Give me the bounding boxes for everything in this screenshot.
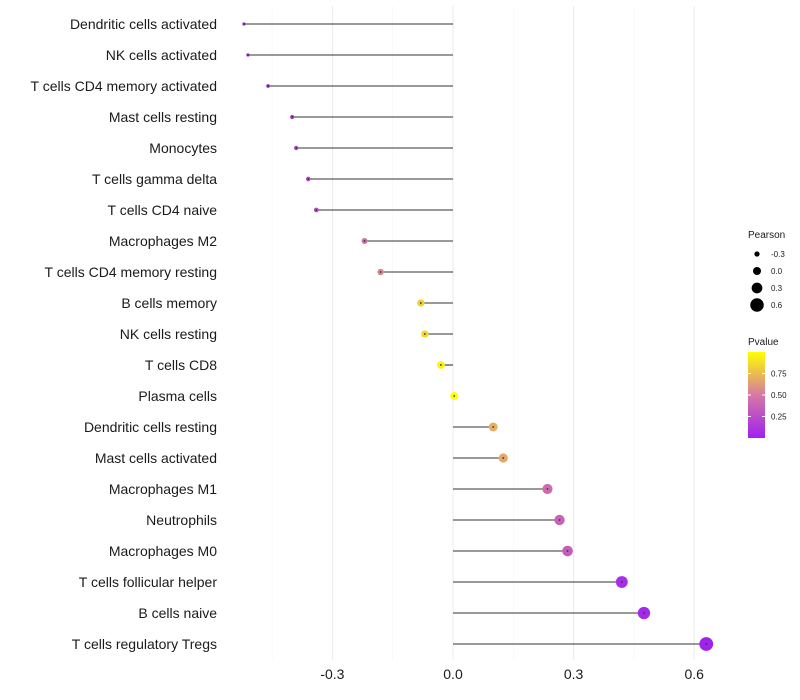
category-label: Macrophages M2 [109, 233, 217, 249]
color-legend-label: 0.75 [771, 370, 787, 379]
point-center [243, 23, 245, 25]
point-center [492, 426, 495, 428]
category-label: Monocytes [149, 140, 217, 156]
category-label: T cells follicular helper [79, 574, 218, 590]
size-legend-key [750, 298, 764, 312]
point-center [247, 54, 249, 56]
color-legend-title: Pvalue [748, 337, 779, 348]
category-label: Dendritic cells activated [70, 16, 217, 32]
x-tick-label: 0.6 [684, 666, 704, 682]
point-center [566, 550, 569, 552]
size-legend-key [753, 267, 761, 275]
category-label: Neutrophils [146, 512, 217, 528]
size-legend-label: 0.3 [771, 284, 783, 293]
point-center [620, 581, 623, 583]
x-tick-label: 0.3 [564, 666, 584, 682]
point-center [379, 271, 382, 273]
point-center [363, 240, 366, 242]
point-center [558, 519, 561, 521]
x-axis-ticks: -0.3 0.0 0.3 0.6 [320, 666, 704, 682]
point-center [705, 643, 708, 645]
size-legend-key [754, 251, 760, 257]
x-tick-label: -0.3 [320, 666, 344, 682]
size-legend-key [751, 282, 763, 294]
category-label: T cells gamma delta [92, 171, 217, 187]
point-center [546, 488, 549, 490]
size-legend-title: Pearson [748, 230, 785, 241]
point-center [419, 302, 422, 304]
category-label: Plasma cells [138, 388, 217, 404]
category-label: Macrophages M1 [109, 481, 217, 497]
category-label: NK cells resting [120, 326, 217, 342]
point-center [307, 178, 310, 180]
point-center [291, 116, 294, 118]
point-center [315, 209, 318, 211]
category-label: T cells CD4 naive [108, 202, 218, 218]
point-center [267, 85, 269, 87]
category-label: B cells naive [138, 605, 217, 621]
color-legend-bar [748, 352, 765, 438]
size-legend-label: 0.6 [771, 301, 783, 310]
color-legend-label: 0.50 [771, 391, 787, 400]
size-legend-label: -0.3 [771, 250, 785, 259]
color-legend-label: 0.25 [771, 413, 787, 422]
category-label: Macrophages M0 [109, 543, 217, 559]
category-labels: Dendritic cells activated NK cells activa… [31, 16, 218, 652]
points [242, 22, 714, 651]
point-center [295, 147, 298, 149]
point-center [502, 457, 505, 459]
category-label: Mast cells resting [109, 109, 217, 125]
point-center [453, 395, 456, 397]
category-label: Mast cells activated [95, 450, 217, 466]
category-label: T cells CD8 [145, 357, 217, 373]
size-legend: Pearson -0.3 0.0 0.3 0.6 [748, 230, 785, 312]
category-label: T cells CD4 memory resting [45, 264, 217, 280]
x-tick-label: 0.0 [443, 666, 463, 682]
color-legend: Pvalue 0.25 0.50 0.75 [748, 337, 787, 438]
grid [271, 6, 695, 660]
point-center [423, 333, 426, 335]
category-label: NK cells activated [106, 47, 217, 63]
category-label: Dendritic cells resting [84, 419, 217, 435]
category-label: T cells regulatory Tregs [72, 636, 217, 652]
point-center [643, 612, 645, 614]
category-label: T cells CD4 memory activated [31, 78, 217, 94]
category-label: B cells memory [121, 295, 217, 311]
stems [243, 23, 707, 645]
point-center [440, 364, 442, 366]
size-legend-label: 0.0 [771, 267, 783, 276]
